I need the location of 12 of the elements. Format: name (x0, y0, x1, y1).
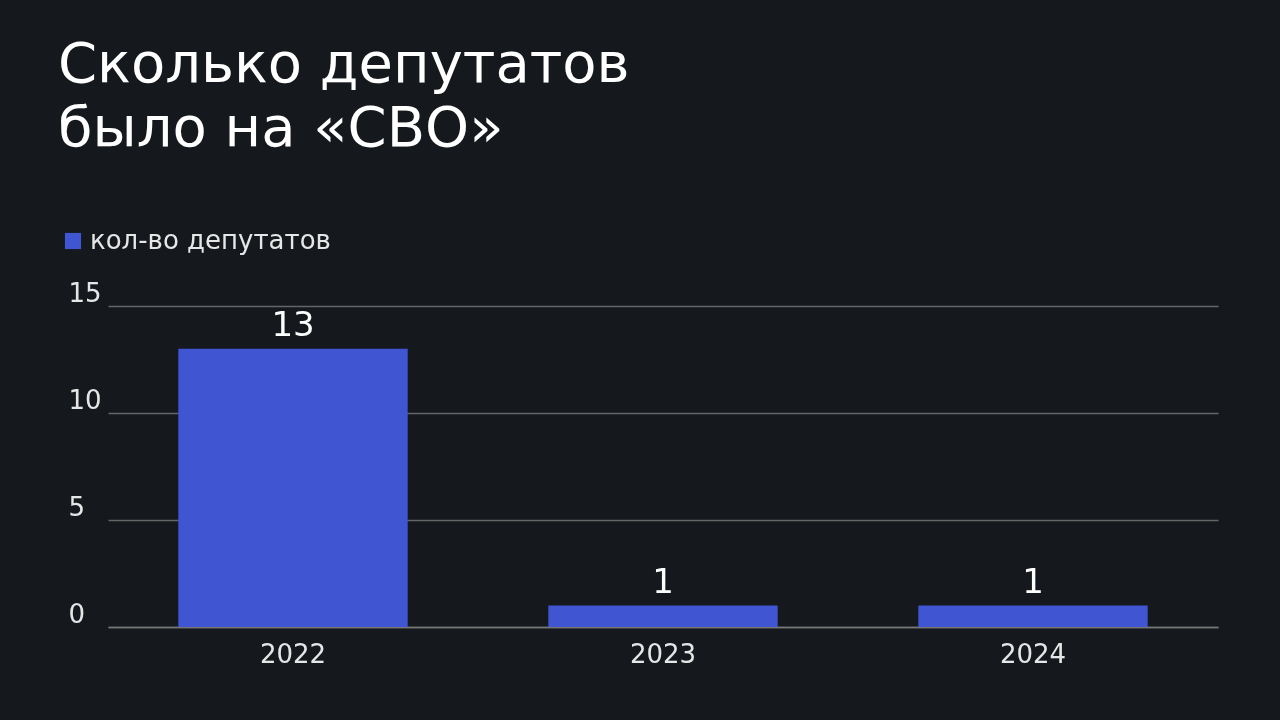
y-tick-label: 5 (68, 491, 86, 522)
x-tick-label: 2023 (629, 638, 697, 669)
data-label: 13 (271, 303, 315, 344)
chart-title: Сколько депутатов было на «СВО» (58, 30, 630, 159)
data-label: 1 (652, 560, 674, 601)
y-tick-label: 10 (68, 384, 102, 415)
legend-label: кол-во депутатов (90, 225, 331, 255)
y-tick-label: 15 (68, 277, 102, 308)
data-label: 1 (1022, 560, 1044, 601)
x-tick-label: 2024 (999, 638, 1067, 669)
y-tick-label: 0 (68, 598, 86, 629)
x-tick-label: 2022 (259, 638, 327, 669)
